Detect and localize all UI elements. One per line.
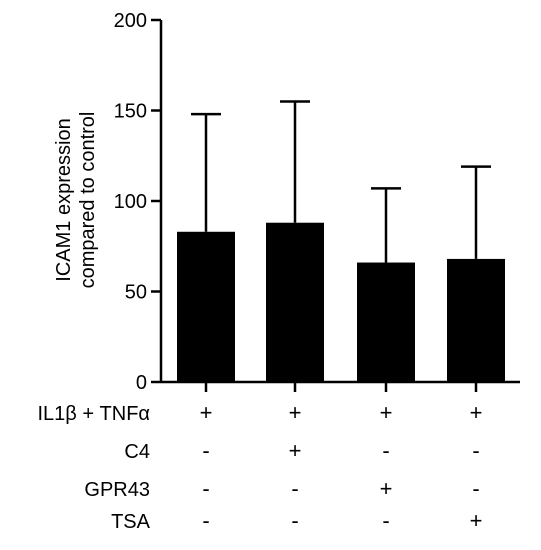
condition-mark: - [202,438,209,463]
bar [266,222,324,382]
condition-mark: + [470,400,483,425]
y-axis-label: ICAM1 expression compared to control [53,112,99,289]
condition-table: IL1β + TNFα + + + + C4 - + - - GPR43 - - + - TSA - - - + [37,400,482,533]
condition-mark: - [202,508,209,533]
condition-label: C4 [124,441,150,463]
condition-mark: + [470,508,483,533]
condition-mark: - [382,508,389,533]
condition-mark: - [291,476,298,501]
y-axis: 0 50 100 150 200 [114,10,163,394]
bar [357,262,415,382]
condition-mark: - [202,476,209,501]
condition-mark: + [380,476,393,501]
condition-label: GPR43 [84,479,150,501]
y-axis-label-line: compared to control [77,112,99,289]
condition-label: TSA [111,511,151,533]
y-axis-label-line: ICAM1 expression [53,118,75,281]
bar [447,258,505,382]
condition-label: IL1β + TNFα [37,403,150,425]
condition-mark: + [200,400,213,425]
condition-mark: - [472,476,479,501]
x-axis [161,380,520,392]
y-tick-label: 0 [136,372,147,394]
condition-mark: + [380,400,393,425]
condition-mark: - [472,438,479,463]
condition-mark: + [289,438,302,463]
y-tick-label: 200 [114,10,147,32]
bars [177,100,505,382]
condition-mark: + [289,400,302,425]
y-tick-label: 100 [114,191,147,213]
bar [177,231,235,382]
y-tick-label: 150 [114,101,147,123]
y-tick-label: 50 [125,282,147,304]
condition-mark: - [382,438,389,463]
condition-mark: - [291,508,298,533]
